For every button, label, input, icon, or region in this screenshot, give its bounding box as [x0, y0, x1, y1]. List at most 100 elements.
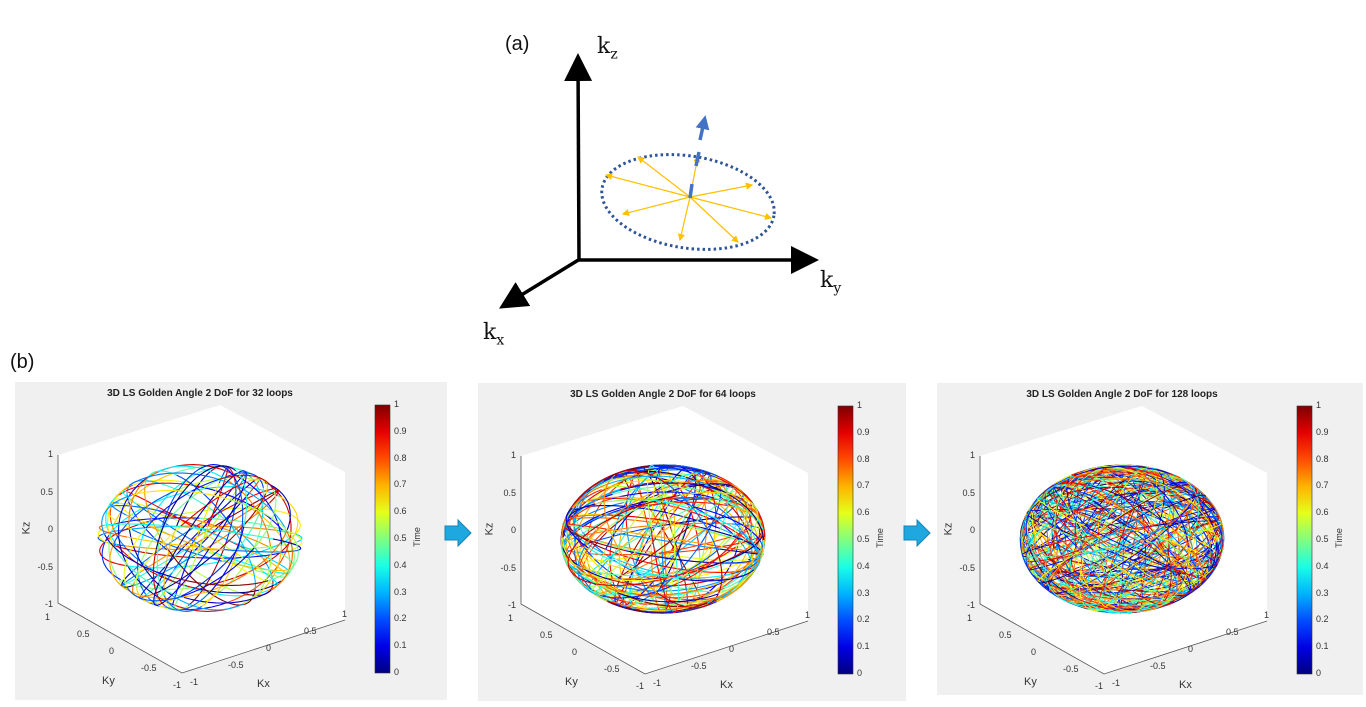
- kx-tick-label: -0.5: [228, 660, 244, 670]
- trajectory-segment: [1078, 527, 1163, 571]
- trajectory-segment: [131, 529, 222, 562]
- trajectory-segment: [574, 533, 630, 597]
- plot-svg: [520, 405, 854, 675]
- kx-sub: x: [496, 332, 505, 349]
- trajectory-segment: [579, 524, 668, 548]
- kz-tick-label: 1: [510, 450, 516, 460]
- kz-tick-label: 0: [510, 525, 516, 535]
- trajectory-segment: [1025, 479, 1066, 536]
- plot-svg: [979, 405, 1313, 675]
- colorbar: [1296, 405, 1313, 675]
- colorbar: [837, 405, 854, 675]
- trajectory-segment: [1083, 594, 1180, 606]
- trajectory-segment: [674, 550, 679, 608]
- trajectory-segment: [1074, 465, 1176, 477]
- kx-tick-label: -1: [1112, 678, 1121, 688]
- trajectory-segment: [225, 472, 264, 489]
- kz-axis-label: Kz: [483, 522, 496, 536]
- trajectory-segment: [700, 526, 762, 552]
- trajectory-segment: [1115, 529, 1197, 574]
- trajectory-segment: [646, 498, 738, 531]
- trajectory-segment: [191, 482, 220, 551]
- trajectory-segment: [1078, 589, 1180, 600]
- trajectory-segment: [117, 531, 160, 599]
- trajectory-segment: [604, 527, 631, 591]
- trajectory-segment: [191, 465, 237, 483]
- trajectory-segment: [576, 532, 663, 558]
- trajectory-segment: [1086, 590, 1183, 602]
- trajectory-segment: [155, 481, 193, 550]
- ky-tick-label: -1: [173, 680, 182, 690]
- trajectory-segment: [1061, 476, 1158, 488]
- trajectory-segment: [198, 580, 282, 594]
- trajectory-segment: [118, 482, 202, 496]
- colorbar-tick-label: 0.2: [394, 613, 407, 624]
- axis-lines: [57, 455, 346, 674]
- trajectory-segment: [1178, 542, 1219, 599]
- ky-tick-label: 0.5: [77, 629, 90, 639]
- trajectory-segment: [1132, 481, 1147, 551]
- trajectory-segment: [1107, 482, 1124, 552]
- kx-tick-label: 0: [1188, 644, 1194, 654]
- ky-tick-label: -1: [636, 681, 645, 691]
- axes-box: [58, 405, 345, 673]
- trajectory-segment: [120, 571, 142, 587]
- kz-axis-label: Kz: [942, 522, 955, 536]
- trajectory-segment: [1085, 484, 1163, 528]
- trajectory-segment: [103, 523, 177, 527]
- trajectory-segment: [618, 528, 630, 598]
- trajectory-segment: [174, 548, 239, 600]
- trajectory-segment: [178, 514, 269, 547]
- trajectory-segment: [581, 546, 657, 598]
- trajectory-segment: [135, 526, 163, 589]
- trajectory-segment: [258, 489, 280, 505]
- trajectory-segment: [1148, 471, 1158, 528]
- trajectory-segment: [569, 506, 645, 546]
- kx-tick-label: 1: [805, 610, 811, 620]
- trajectory-segment: [1064, 478, 1166, 489]
- kz-tick-label: 1: [969, 450, 975, 460]
- trajectory-segment: [611, 598, 713, 611]
- trajectory-segment: [1079, 528, 1133, 591]
- trajectory-segment: [607, 600, 708, 613]
- trajectory-segment: [636, 499, 709, 552]
- trajectory-segment: [647, 470, 652, 528]
- trajectory-segment: [172, 595, 244, 611]
- plot-title: 3D LS Golden Angle 2 DoF for 64 loops: [570, 389, 756, 400]
- trajectory-segment: [140, 525, 216, 573]
- trajectory-segment: [237, 487, 265, 550]
- trajectory-segment: [673, 530, 742, 586]
- trajectory-segment: [121, 490, 138, 505]
- trajectory-segment: [1147, 515, 1217, 528]
- trajectory-segment: [198, 464, 237, 481]
- trajectory-segment: [1145, 520, 1218, 528]
- kz-tick-label: -1: [44, 599, 53, 609]
- trajectory-segment: [1049, 526, 1105, 580]
- colorbar-tick-label: 0.3: [857, 587, 870, 598]
- kz-tick-label: 0.5: [503, 487, 516, 498]
- trajectory-segment: [191, 474, 236, 527]
- kz-tick-label: 0: [47, 524, 53, 534]
- trajectory-segment: [613, 467, 715, 480]
- trajectory-segment: [1165, 508, 1216, 529]
- trajectory-segment: [668, 484, 718, 550]
- trajectory-segment: [104, 534, 173, 578]
- trajectory-segment: [630, 550, 678, 603]
- trajectory-segment: [1027, 550, 1097, 563]
- trajectory-segment: [1098, 532, 1195, 552]
- trajectory-segment: [287, 530, 303, 552]
- trajectory-segment: [1080, 549, 1178, 569]
- trajectory-segment: [620, 482, 722, 492]
- trajectory-segment: [218, 474, 274, 490]
- trajectory-segment: [565, 507, 589, 549]
- trajectory-segment: [1169, 539, 1224, 603]
- axis-lines: [979, 456, 1268, 675]
- trajectory-segment: [648, 464, 662, 483]
- trajectory-segment: [126, 536, 224, 551]
- trajectory-lines: [97, 464, 303, 612]
- trajectory-segment: [681, 532, 757, 572]
- trajectory-segment: [1060, 488, 1128, 528]
- trajectory-segment: [695, 487, 722, 551]
- trajectory-segment: [166, 549, 240, 594]
- trajectory-segment: [1120, 527, 1159, 595]
